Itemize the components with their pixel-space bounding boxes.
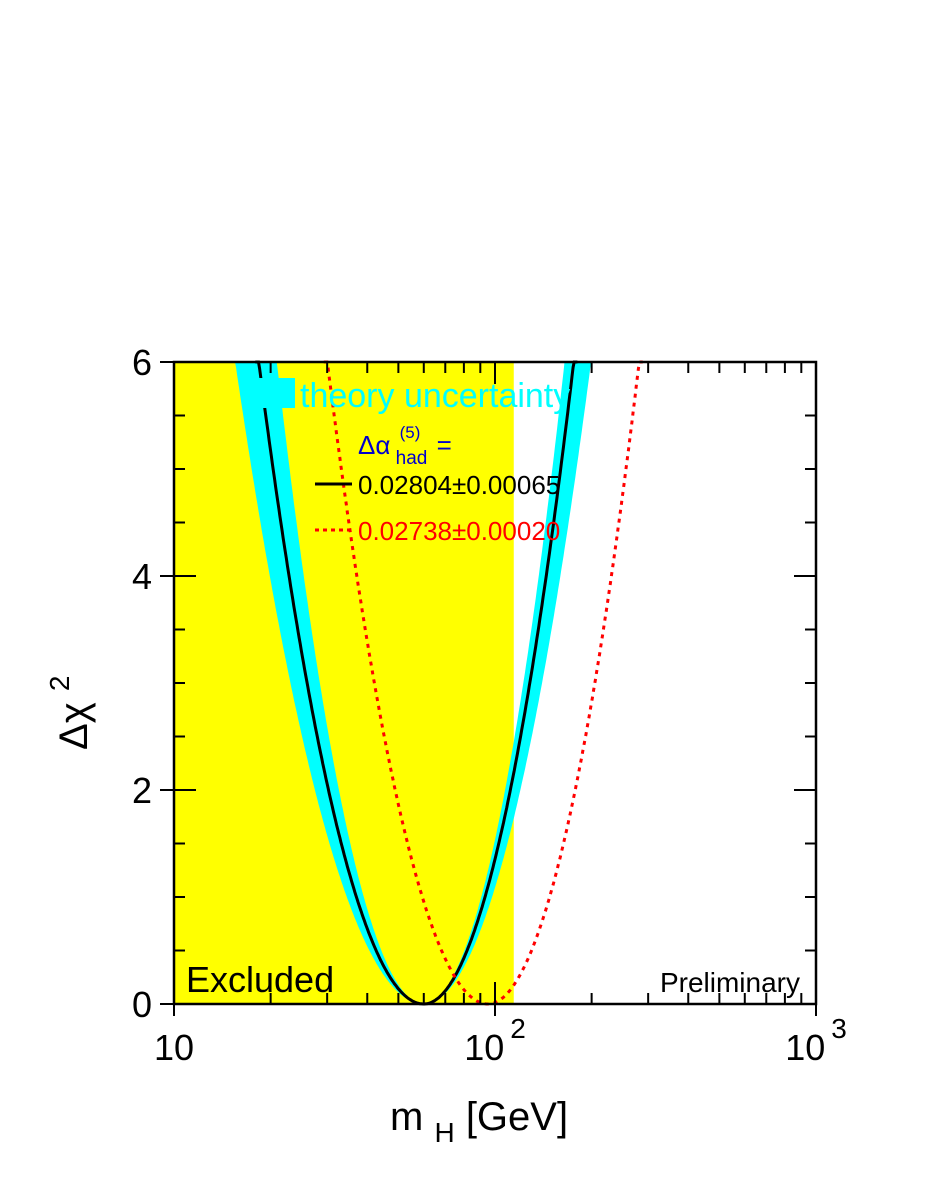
series-line-0	[255, 360, 578, 1006]
y-tick-label: 6	[132, 342, 152, 383]
x-tick-label-exp: 3	[831, 1013, 847, 1044]
x-tick-label: 10	[154, 1027, 194, 1068]
x-tick-label-base: 10	[464, 1027, 504, 1068]
legend-alpha-sup: (5)	[400, 423, 421, 442]
legend-alpha-sub: had	[396, 448, 428, 469]
y-tick-label: 4	[132, 556, 152, 597]
legend-label-black: 0.02804±0.00065	[358, 470, 560, 500]
x-tick-label: 10 2	[464, 1013, 526, 1068]
x-axis-label-sub: H	[434, 1117, 454, 1148]
legend-band-swatch	[255, 378, 295, 408]
excluded-label: Excluded	[186, 959, 334, 1000]
legend-alpha-eq: =	[437, 430, 452, 460]
x-tick-label: 10 3	[785, 1013, 847, 1068]
y-tick-label: 2	[132, 770, 152, 811]
x-axis-label-unit: [GeV]	[466, 1095, 568, 1139]
y-axis-label-sup: 2	[44, 676, 75, 692]
legend-alpha-main: Δα	[358, 430, 390, 460]
x-axis-label-main: m	[390, 1095, 423, 1139]
legend-alpha-title: Δα (5) had =	[358, 414, 452, 470]
y-axis-label-main: Δχ	[52, 702, 96, 750]
x-tick-label-base: 10	[785, 1027, 825, 1068]
y-axis-label: Δχ 2	[44, 676, 96, 750]
excluded-region	[174, 362, 514, 1004]
legend-label-red: 0.02738±0.00020	[358, 516, 560, 546]
legend-band-label: theory uncertainty	[300, 377, 570, 415]
x-tick-label-base: 10	[154, 1027, 194, 1068]
theory-uncertainty-band	[230, 362, 595, 1004]
x-tick-label-exp: 2	[510, 1013, 526, 1044]
preliminary-label: Preliminary	[660, 967, 800, 998]
x-axis-label: m H [GeV]	[390, 1095, 568, 1151]
series-line-1	[323, 360, 643, 1006]
y-tick-label: 0	[132, 984, 152, 1025]
